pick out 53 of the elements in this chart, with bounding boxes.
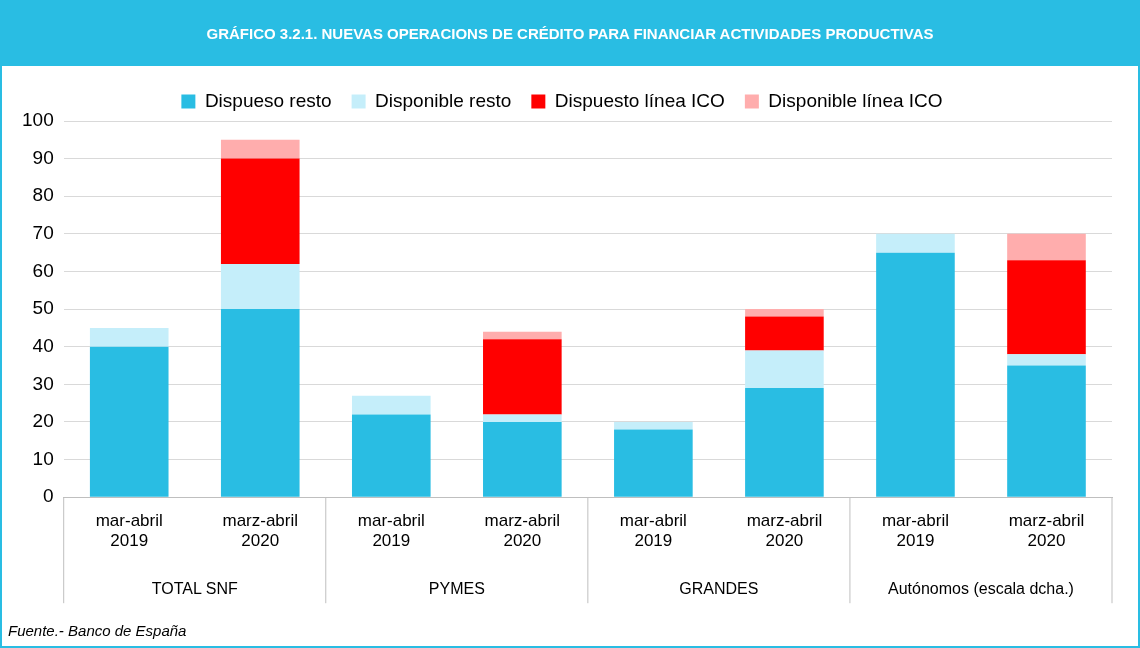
legend-label: Disponible línea ICO [768,89,943,111]
bar [745,316,824,351]
bar [483,414,562,422]
bar [483,331,562,340]
bar [1007,365,1086,497]
legend-label: Disponible resto [375,89,512,111]
bar [220,158,300,264]
bar [876,233,955,253]
bar [1007,233,1086,261]
bar [745,350,824,389]
x-tick-label: marz-abril 2020 [484,511,561,551]
x-tick-label: mar-abril 2019 [95,511,163,551]
y-tick-label: 60 [32,259,54,281]
bar [745,388,824,497]
y-tick-label: 100 [22,109,54,131]
bar [483,421,562,497]
bar [89,346,169,497]
y-tick-label: 90 [32,146,54,168]
y-tick-label: 40 [32,334,54,356]
text: GRANDES [679,579,759,597]
x-tick-label: mar-abril 2019 [357,511,425,551]
y-tick-label: 30 [32,372,54,394]
bar [351,395,431,415]
y-tick-label: 10 [32,447,54,469]
bar [351,414,431,497]
y-tick-label: 0 [43,485,54,507]
text: TOTAL SNF [151,579,238,597]
y-tick-label: 80 [32,184,54,206]
source-note: Fuente.- Banco de España [8,622,187,639]
bar [220,139,300,159]
text: Autónomos (escala dcha.) [888,579,1074,597]
text: PYMES [428,579,485,597]
y-tick-label: 70 [32,222,54,244]
chart-title: GRÁFICO 3.2.1. NUEVAS OPERACIONS DE CRÉDITO PARA FINANCIAR ACTIVIDADES PRODUCTIVAS [2,2,1138,66]
y-tick-label: 20 [32,410,54,432]
bar [220,309,300,497]
bar [89,327,169,347]
bar [614,421,693,430]
bar [483,339,562,415]
y-tick-label: 50 [32,297,54,319]
bar [1007,260,1086,355]
x-tick-label: marz-abril 2020 [1008,511,1085,551]
x-tick-label: marz-abril 2020 [222,511,299,551]
bar [876,252,955,497]
legend-label: Dispueso resto [204,89,332,111]
legend-label: Dispuesto línea ICO [554,89,725,111]
bar [745,309,824,317]
bar [614,429,693,497]
x-tick-label: mar-abril 2019 [881,511,949,551]
x-tick-label: marz-abril 2020 [746,511,823,551]
x-tick-label: mar-abril 2019 [619,511,687,551]
bar [1007,354,1086,366]
bar [220,263,300,310]
